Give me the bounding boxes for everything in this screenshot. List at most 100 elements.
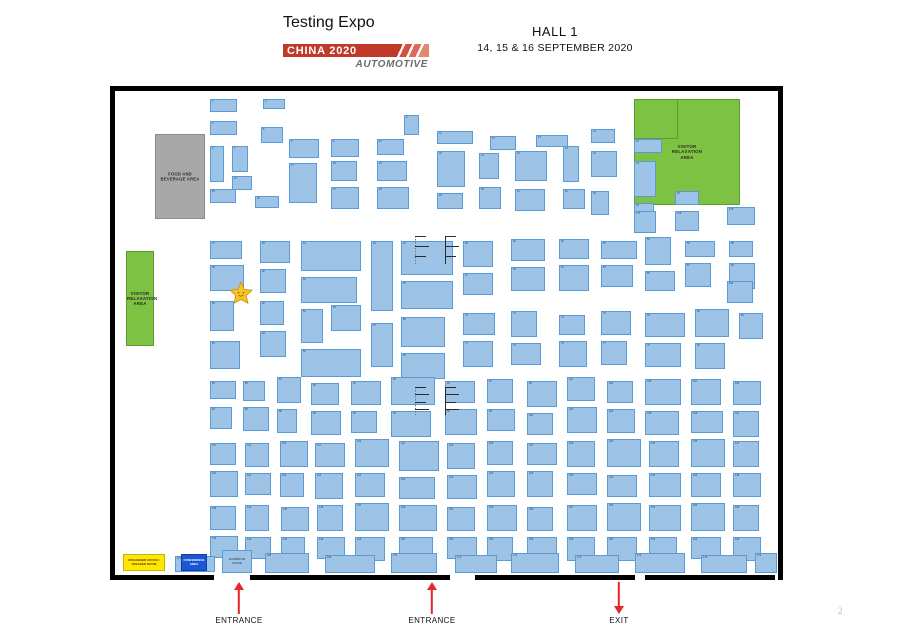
exhibitor-stand[interactable]: 119 <box>355 439 389 467</box>
exhibitor-stand[interactable]: 52 <box>601 241 637 259</box>
exhibitor-stand[interactable]: 61 <box>210 341 240 369</box>
exhibitor-stand[interactable]: 149 <box>399 505 437 531</box>
exhibitor-stand[interactable]: 88 <box>277 409 297 433</box>
exhibitor-stand[interactable]: 12 <box>490 136 516 150</box>
exhibitor-stand[interactable]: 132 <box>607 475 637 497</box>
exhibitor-stand[interactable]: 177 <box>634 211 656 233</box>
exhibitor-stand[interactable]: 120 <box>355 473 385 497</box>
exhibitor-stand[interactable]: 127 <box>527 443 557 465</box>
exhibitor-stand[interactable]: 66 <box>301 349 361 377</box>
exhibitor-stand[interactable]: 137 <box>733 441 759 467</box>
exhibitor-stand[interactable]: 116 <box>280 473 304 497</box>
exhibitor-stand[interactable]: 172 <box>511 553 559 573</box>
exhibitor-stand[interactable]: 40 <box>260 269 286 293</box>
exhibitor-stand[interactable]: 139 <box>210 506 236 530</box>
exhibitor-stand[interactable]: 87 <box>277 377 301 403</box>
exhibitor-stand[interactable]: 169 <box>325 555 375 573</box>
exhibitor-stand[interactable]: 123 <box>447 443 475 469</box>
exhibitor-stand[interactable]: 7 <box>232 146 248 172</box>
exhibitor-stand[interactable]: 71 <box>463 341 493 367</box>
exhibitor-stand[interactable]: 4 <box>404 115 419 135</box>
exhibitor-stand[interactable]: 20 <box>437 151 465 187</box>
exhibitor-stand[interactable]: 41 <box>301 241 361 271</box>
entrance-mid[interactable]: ENTRANCE <box>408 582 455 625</box>
exhibitor-stand[interactable]: 54 <box>645 237 671 265</box>
exhibitor-stand[interactable]: 84 <box>210 407 232 429</box>
exhibitor-stand[interactable]: 38 <box>210 265 244 291</box>
exhibitor-stand[interactable]: 126 <box>487 471 515 497</box>
exhibitor-stand[interactable]: 30 <box>479 187 501 209</box>
exhibitor-stand[interactable]: 18 <box>331 161 357 181</box>
exhibitor-stand[interactable]: 82 <box>739 313 763 339</box>
exhibitor-stand[interactable]: 97 <box>487 379 513 403</box>
exhibitor-stand[interactable]: 180 <box>727 281 753 303</box>
exhibitor-stand[interactable]: 134 <box>649 473 681 497</box>
exhibitor-stand[interactable]: 6 <box>210 146 224 182</box>
exhibitor-stand[interactable]: 136 <box>691 473 721 497</box>
exhibitor-stand[interactable]: 141 <box>245 505 269 531</box>
exhibitor-stand[interactable]: 174 <box>635 553 685 573</box>
exhibitor-stand[interactable]: 3 <box>210 121 237 135</box>
exhibitor-stand[interactable]: 129 <box>567 441 595 467</box>
exhibitor-stand[interactable]: 124 <box>447 475 477 499</box>
exhibitor-stand[interactable]: 114 <box>245 473 271 495</box>
exhibitor-stand[interactable]: 157 <box>567 505 597 531</box>
exhibitor-stand[interactable]: 10 <box>377 139 404 155</box>
exhibitor-stand[interactable]: 69 <box>401 353 445 379</box>
exhibitor-stand[interactable]: 92 <box>351 411 377 433</box>
exhibitor-stand[interactable]: 133 <box>649 441 679 467</box>
exhibitor-stand[interactable]: 101 <box>567 377 595 401</box>
exhibitor-stand[interactable]: 15 <box>634 139 662 153</box>
exhibitor-stand[interactable]: 65 <box>331 305 361 331</box>
exhibitor-stand[interactable]: 8 <box>289 139 319 158</box>
exhibitor-stand[interactable]: 45 <box>401 281 453 309</box>
exhibitor-stand[interactable]: 163 <box>691 503 725 531</box>
exhibitor-stand[interactable]: 105 <box>645 379 681 405</box>
exhibitor-stand[interactable]: 143 <box>281 507 309 531</box>
exhibitor-stand[interactable]: 175 <box>701 555 747 573</box>
exhibitor-stand[interactable]: 49 <box>511 267 545 291</box>
exhibitor-stand[interactable]: 110 <box>733 411 759 437</box>
exhibitor-stand[interactable]: 96 <box>445 409 477 435</box>
exhibitor-stand[interactable]: 81 <box>695 343 725 369</box>
exhibitor-stand[interactable]: 25 <box>210 189 236 203</box>
exhibitor-stand[interactable]: 165 <box>733 505 759 531</box>
exhibitor-stand[interactable]: 118 <box>315 473 343 499</box>
exhibitor-stand[interactable]: 70 <box>463 313 495 335</box>
exhibitor-stand[interactable]: 106 <box>645 411 679 435</box>
exhibitor-stand[interactable]: 113 <box>245 443 269 467</box>
exhibitor-stand[interactable]: 32 <box>563 189 585 209</box>
exhibitor-stand[interactable]: 76 <box>601 311 631 335</box>
exhibitor-stand[interactable]: 153 <box>487 505 517 531</box>
exhibitor-stand[interactable]: 171 <box>455 555 497 573</box>
exhibitor-stand[interactable]: 34 <box>634 161 656 197</box>
exhibitor-stand[interactable]: 58 <box>729 241 753 257</box>
exhibitor-stand[interactable]: 85 <box>243 381 265 401</box>
exhibitor-stand[interactable]: 1 <box>210 99 237 112</box>
exhibitor-stand[interactable]: 117 <box>315 443 345 467</box>
exhibitor-stand[interactable]: 24 <box>591 151 617 177</box>
exhibitor-stand[interactable]: 78 <box>645 313 685 337</box>
exhibitor-stand[interactable]: 28 <box>377 187 409 209</box>
exhibitor-stand[interactable]: 22 <box>515 151 547 181</box>
exhibitor-stand[interactable]: 72 <box>511 311 537 337</box>
exhibitor-stand[interactable]: 64 <box>301 309 323 343</box>
exhibitor-stand[interactable]: 33 <box>591 191 609 215</box>
exhibitor-stand[interactable]: 89 <box>311 383 339 405</box>
exhibitor-stand[interactable]: 39 <box>260 241 290 263</box>
exhibitor-stand[interactable]: 75 <box>559 341 587 367</box>
exhibitor-stand[interactable]: 138 <box>733 473 761 497</box>
exhibitor-stand[interactable]: 27 <box>331 187 359 209</box>
exhibitor-stand[interactable]: 36 <box>675 191 699 205</box>
exhibitor-stand[interactable]: 86 <box>243 407 269 431</box>
exhibitor-stand[interactable]: 178 <box>675 211 699 231</box>
exhibitor-stand[interactable]: 170 <box>391 553 437 573</box>
exhibitor-stand[interactable]: 80 <box>695 309 729 337</box>
exhibitor-stand[interactable]: 112 <box>210 471 238 497</box>
exhibitor-stand[interactable]: 57 <box>685 263 711 287</box>
exhibitor-stand[interactable]: 122 <box>399 477 435 499</box>
exhibitor-stand[interactable]: 93 <box>391 377 435 405</box>
exhibitor-stand[interactable]: 100 <box>527 413 553 435</box>
exhibitor-stand[interactable]: 55 <box>645 271 675 291</box>
exhibitor-stand[interactable]: 125 <box>487 441 513 465</box>
